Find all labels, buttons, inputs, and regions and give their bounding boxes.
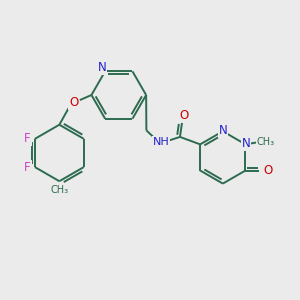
Text: F: F — [24, 132, 31, 145]
Text: O: O — [263, 164, 272, 177]
Text: N: N — [98, 61, 106, 74]
Text: CH₃: CH₃ — [50, 185, 68, 195]
Text: N: N — [242, 137, 250, 150]
Text: O: O — [179, 109, 189, 122]
Text: F: F — [24, 161, 31, 174]
Text: N: N — [218, 124, 227, 137]
Text: O: O — [69, 96, 78, 109]
Text: NH: NH — [153, 137, 169, 147]
Text: CH₃: CH₃ — [256, 137, 274, 147]
